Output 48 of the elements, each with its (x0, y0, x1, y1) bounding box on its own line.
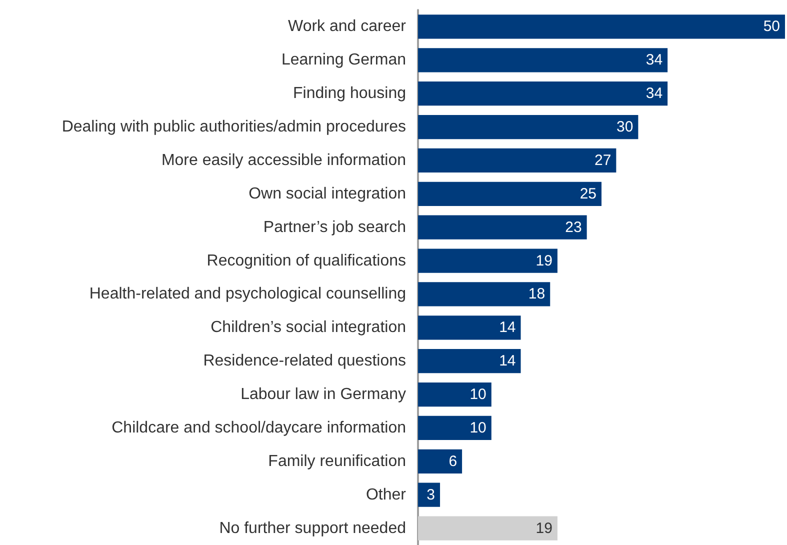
y-tick-label: Own social integration (248, 185, 406, 202)
bar (418, 215, 587, 240)
y-tick-label: Finding housing (293, 85, 406, 102)
y-tick-label: Labour law in Germany (240, 386, 406, 404)
bar (418, 182, 602, 206)
y-tick-label: Residence-related questions (203, 352, 406, 370)
data-label: 10 (470, 419, 486, 436)
y-tick-label: More easily accessible information (161, 152, 406, 169)
data-label: 18 (528, 286, 546, 303)
y-tick-label: Childcare and school/daycare information (112, 419, 406, 436)
bar (418, 114, 638, 140)
bar (418, 48, 668, 72)
bar (418, 382, 492, 407)
data-label: 6 (448, 452, 458, 470)
bar (418, 82, 668, 106)
y-tick-label: Health-related and psychological counselling (89, 286, 406, 303)
y-tick-label: Work and career (288, 18, 407, 36)
y-tick-label: Dealing with public authorities/admin procedures (62, 118, 406, 136)
data-label: 3 (426, 486, 436, 504)
bar (418, 316, 521, 340)
data-label: 50 (763, 18, 780, 36)
y-tick-label: Other (366, 486, 407, 504)
bar (418, 449, 462, 474)
bar (418, 516, 558, 540)
bar (418, 349, 521, 374)
data-label: 34 (646, 52, 663, 69)
y-tick-label: Partner’s job search (263, 218, 406, 236)
bar (418, 148, 616, 173)
bar (418, 248, 558, 273)
data-label: 25 (580, 185, 596, 202)
data-label: 14 (499, 352, 516, 370)
data-label: 34 (646, 85, 663, 102)
y-tick-label: Learning German (281, 52, 406, 69)
data-label: 23 (565, 218, 582, 236)
data-label: 19 (536, 252, 552, 270)
data-label: 10 (470, 386, 486, 404)
y-tick-label: No further support needed (219, 520, 406, 537)
data-label: 19 (536, 520, 552, 537)
y-tick-label: Children’s social integration (210, 319, 406, 336)
bar (418, 416, 492, 440)
y-tick-label: Recognition of qualifications (206, 252, 406, 270)
bar (418, 282, 550, 306)
data-label: 14 (499, 319, 516, 336)
y-tick-label: Family reunification (268, 452, 406, 470)
bar (418, 482, 440, 507)
data-label: 30 (616, 118, 634, 136)
data-label: 27 (594, 152, 612, 169)
bar (418, 14, 785, 39)
